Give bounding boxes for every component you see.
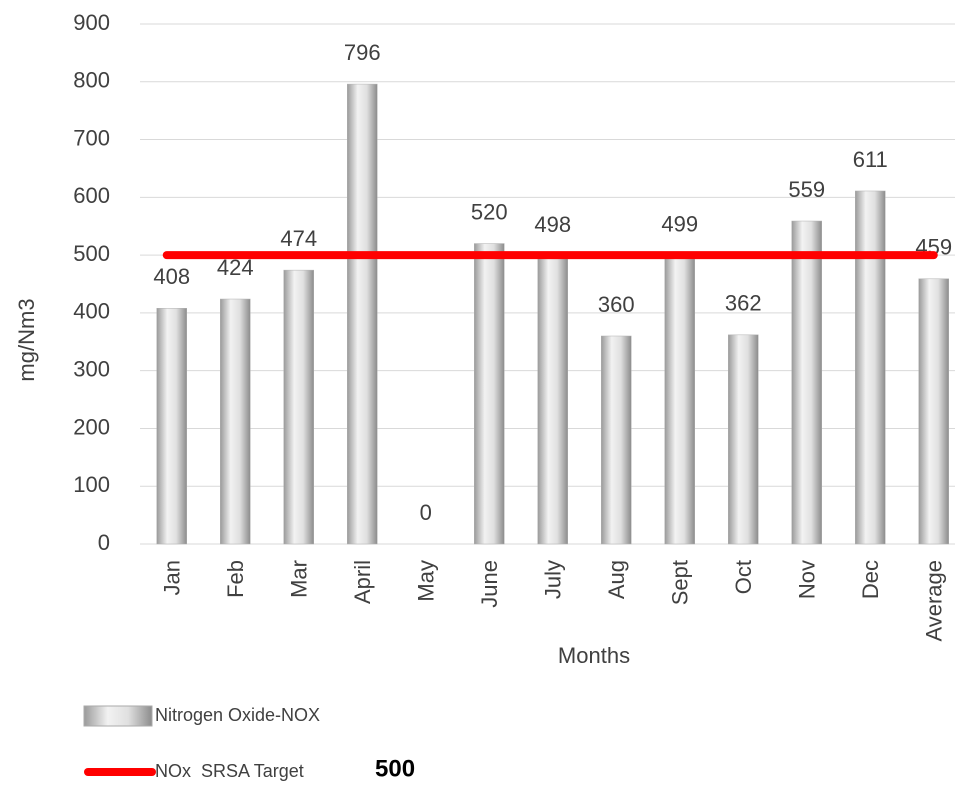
data-label: 499 [661, 212, 698, 237]
data-label: 498 [534, 212, 571, 237]
x-tick-label: Aug [604, 560, 629, 599]
y-tick-label: 900 [73, 10, 110, 35]
data-label: 520 [471, 199, 508, 224]
x-tick-label: Sept [668, 560, 693, 605]
x-tick-label: May [414, 560, 439, 602]
x-tick-label: Mar [287, 560, 312, 598]
bar [537, 256, 568, 545]
x-tick-label: June [477, 560, 502, 608]
legend-label: NOx SRSA Target [155, 761, 304, 781]
x-tick-label: Nov [795, 560, 820, 599]
data-label: 362 [725, 291, 762, 316]
bar [283, 269, 314, 545]
x-tick-label: Jan [160, 560, 185, 595]
bar [664, 255, 695, 545]
y-tick-label: 600 [73, 183, 110, 208]
x-tick-label: July [541, 560, 566, 599]
data-label: 408 [153, 264, 190, 289]
bar [791, 220, 822, 545]
legend-swatch-bars [83, 705, 153, 727]
data-label: 796 [344, 40, 381, 65]
y-tick-label: 0 [98, 530, 110, 555]
bar [918, 278, 949, 545]
y-tick-label: 100 [73, 472, 110, 497]
legend-label: Nitrogen Oxide-NOX [155, 705, 320, 725]
y-tick-label: 200 [73, 414, 110, 439]
data-label: 611 [853, 147, 888, 172]
data-label: 474 [280, 226, 317, 251]
bar [474, 243, 505, 545]
x-tick-label: Dec [858, 560, 883, 599]
bar [220, 298, 251, 545]
bar [347, 83, 378, 545]
x-tick-label: Oct [731, 560, 756, 594]
bar [855, 190, 886, 545]
y-tick-label: 500 [73, 241, 110, 266]
x-tick-label: Feb [223, 560, 248, 598]
x-axis-title: Months [558, 643, 630, 668]
bar [728, 334, 759, 545]
x-tick-label: Average [922, 560, 947, 642]
x-tick-label: April [350, 560, 375, 604]
y-tick-label: 300 [73, 356, 110, 381]
data-label: 360 [598, 292, 635, 317]
y-axis-title: mg/Nm3 [14, 298, 39, 381]
bar [156, 308, 187, 545]
y-tick-label: 700 [73, 125, 110, 150]
data-label: 0 [420, 500, 432, 525]
target-value-label: 500 [375, 755, 415, 782]
data-label: 559 [788, 177, 825, 202]
y-tick-label: 800 [73, 68, 110, 93]
bar [601, 335, 632, 545]
y-tick-label: 400 [73, 299, 110, 324]
